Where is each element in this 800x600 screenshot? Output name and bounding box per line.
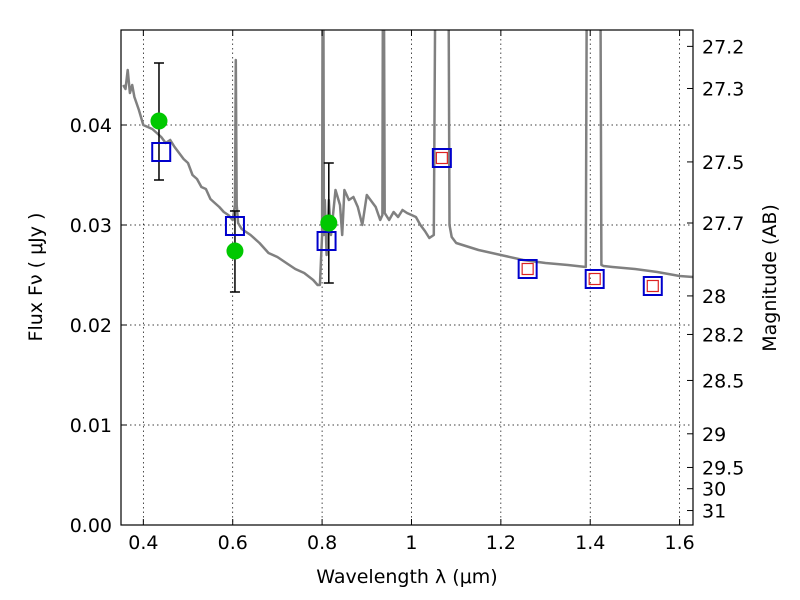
model-square-marker [224,216,245,236]
y-axis-ticks: 0.00 0.01 0.02 0.03 0.04 [70,115,127,537]
right-tick-label: 28 [702,286,726,308]
predicted-square-marker [646,279,659,293]
right-tick-label: 27.2 [702,36,744,58]
y-axis-label: Flux Fν ( μJy ) [25,213,47,342]
right-tick-label: 31 [702,501,726,523]
observed-circle-marker [320,214,338,232]
y-tick-label: 0.04 [70,115,112,137]
right-tick-label: 30 [702,479,726,501]
model-square-marker [517,259,538,279]
plot-area [121,30,693,525]
model-square-marker [431,148,452,168]
x-tick-label: 1 [405,532,417,554]
plot-content [122,30,693,296]
y-tick-label: 0.00 [70,515,112,537]
observed-circle-marker [226,242,244,260]
model-square-marker [316,231,337,251]
right-axis-label: Magnitude (AB) [759,204,781,352]
x-tick-label: 0.8 [307,532,337,554]
model-square-marker [642,276,663,296]
markers [150,112,663,296]
x-tick-label: 0.6 [218,532,248,554]
x-tick-label: 1.2 [486,532,516,554]
right-tick-label: 28.2 [702,324,744,346]
x-axis-label: Wavelength λ (μm) [316,566,497,588]
x-tick-label: 1.6 [664,532,694,554]
right-tick-label: 27.7 [702,213,744,235]
x-axis-ticks: 0.4 0.6 0.8 1 1.2 1.4 1.6 [128,30,695,554]
y-tick-label: 0.02 [70,315,112,337]
model-spectrum-line [122,30,693,287]
model-square-marker [151,142,172,162]
right-tick-label: 27.3 [702,78,744,100]
predicted-square-marker [521,262,534,276]
right-tick-label: 29.5 [702,457,744,479]
right-tick-label: 27.5 [702,152,744,174]
model-square-marker [584,269,605,289]
y-tick-label: 0.03 [70,215,112,237]
x-tick-label: 1.4 [575,532,605,554]
right-tick-label: 28.5 [702,370,744,392]
predicted-square-marker [588,272,601,286]
predicted-square-marker [435,151,448,165]
right-tick-label: 29 [702,424,726,446]
x-tick-label: 0.4 [128,532,158,554]
plot-frame [120,29,694,526]
y-tick-label: 0.01 [70,415,112,437]
observed-circle-marker [150,112,168,130]
